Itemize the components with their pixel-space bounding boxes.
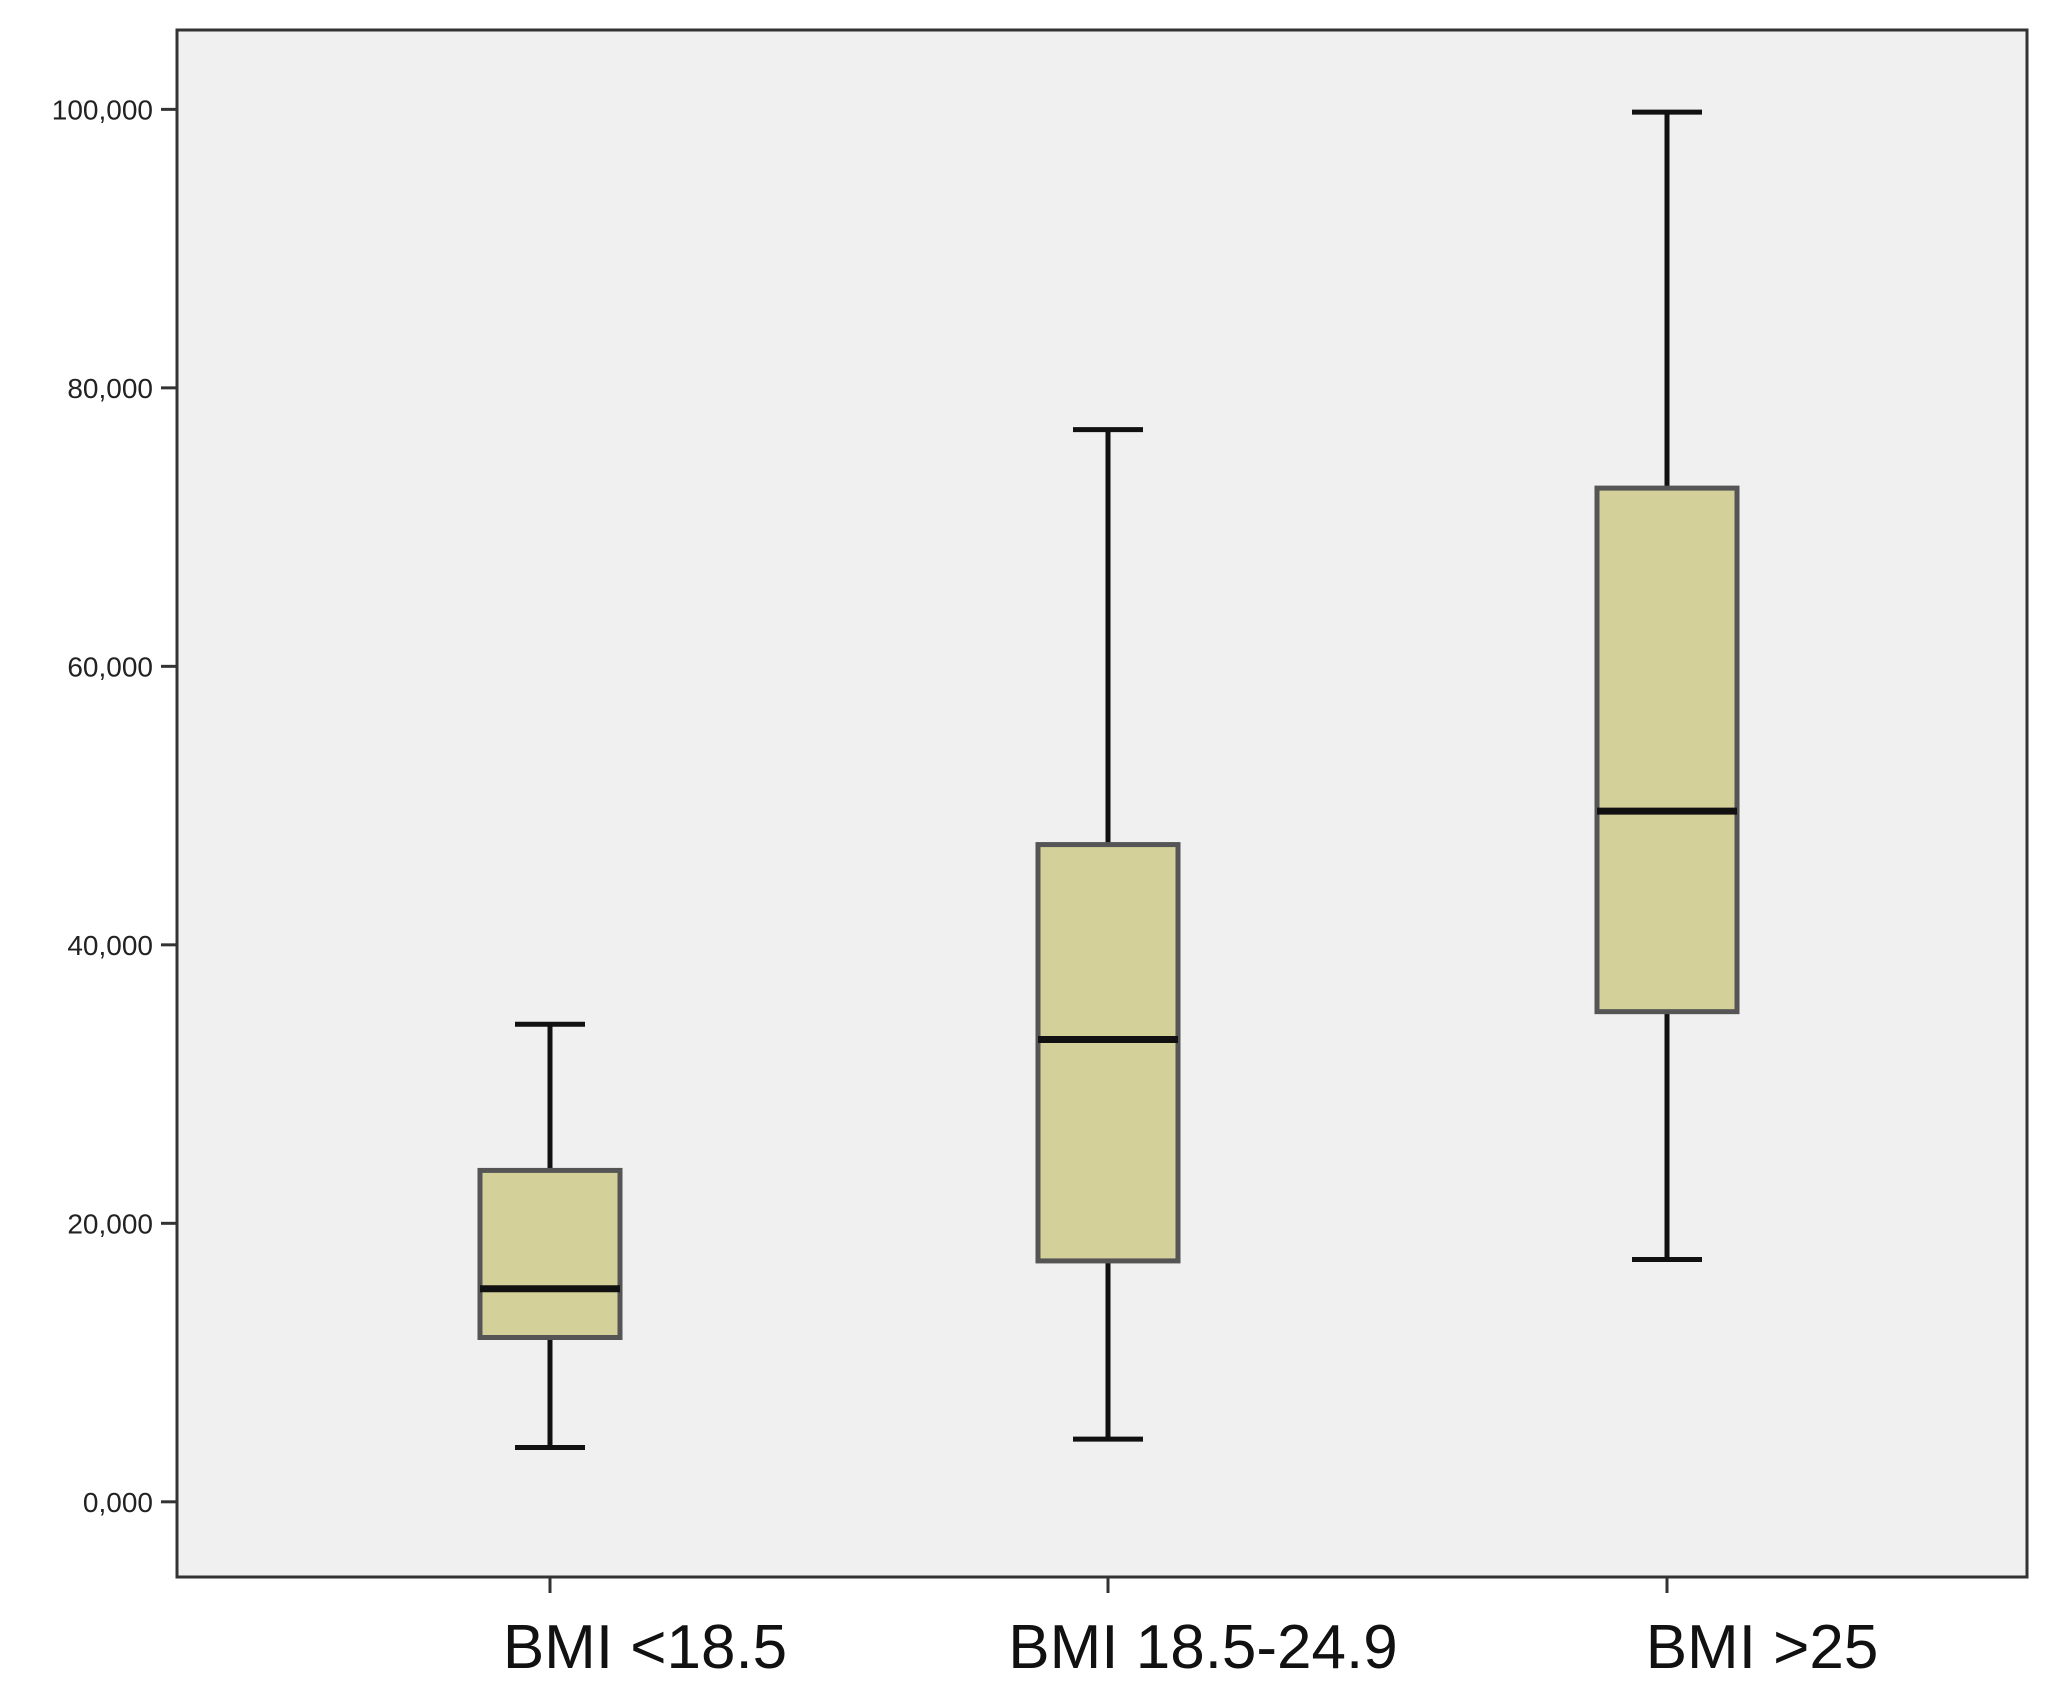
iqr-box (1035, 842, 1181, 1264)
x-category-label: BMI <18.5 (503, 1613, 787, 1682)
y-tick-label: 20,000 (67, 1208, 153, 1239)
iqr-box (477, 1167, 623, 1341)
x-axis: BMI <18.5 BMI 18.5-24.9 BMI >25 (503, 1577, 1878, 1682)
y-tick-label: 0,000 (83, 1487, 153, 1518)
y-tick-label: 60,000 (67, 651, 153, 682)
box-2 (1035, 427, 1181, 1442)
iqr-box (1594, 485, 1740, 1015)
y-tick-label: 100,000 (52, 94, 153, 125)
x-category-label: BMI 18.5-24.9 (1008, 1613, 1397, 1682)
y-tick-label: 80,000 (67, 373, 153, 404)
boxes-group (477, 109, 1740, 1451)
y-axis: 0,000 20,000 40,000 60,000 80,000 100,000 (52, 94, 177, 1518)
box-1 (477, 1021, 623, 1451)
plot-area (175, 28, 2029, 1579)
box-3 (1594, 109, 1740, 1263)
y-tick-label: 40,000 (67, 930, 153, 961)
x-category-label: BMI >25 (1646, 1613, 1879, 1682)
